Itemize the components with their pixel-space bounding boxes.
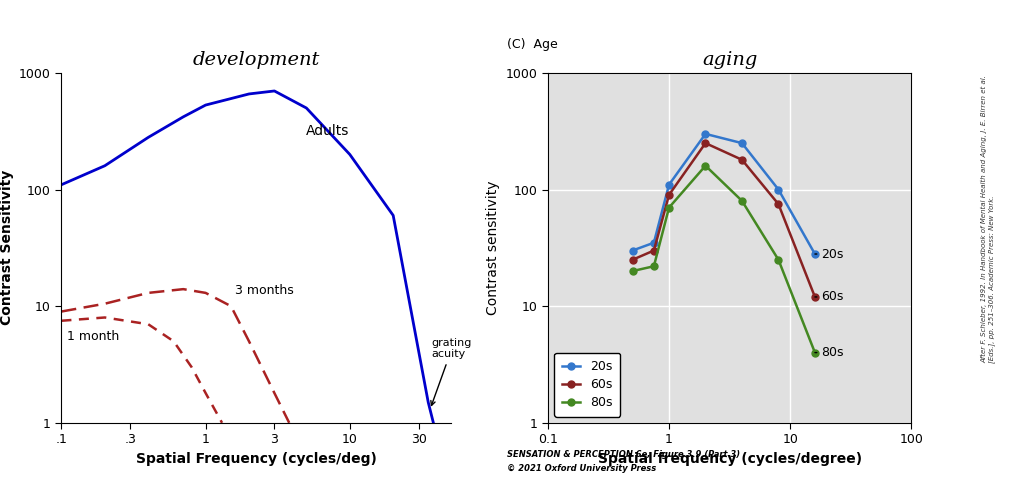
- 80s: [627, 268, 639, 274]
- 20s: [627, 247, 639, 253]
- Text: 80s: 80s: [821, 346, 844, 359]
- 80s: [809, 350, 821, 356]
- Title: development: development: [193, 51, 319, 69]
- 60s: [772, 201, 784, 207]
- 60s: [699, 140, 712, 146]
- 20s: [809, 251, 821, 257]
- Legend: 20s, 60s, 80s: 20s, 60s, 80s: [554, 352, 621, 417]
- Y-axis label: Contrast Sensitivity: Contrast Sensitivity: [0, 170, 13, 326]
- 60s: [663, 192, 675, 198]
- Y-axis label: Contrast sensitivity: Contrast sensitivity: [486, 181, 500, 315]
- Line: 80s: 80s: [629, 162, 818, 356]
- 20s: [699, 131, 712, 137]
- 20s: [648, 240, 660, 245]
- Line: 60s: 60s: [629, 139, 818, 300]
- 20s: [772, 187, 784, 192]
- 80s: [648, 263, 660, 269]
- Text: © 2021 Oxford University Press: © 2021 Oxford University Press: [507, 464, 656, 473]
- X-axis label: Spatial frequency (cycles/degree): Spatial frequency (cycles/degree): [598, 452, 861, 466]
- 60s: [736, 157, 749, 163]
- 20s: [663, 182, 675, 188]
- Text: 3 months: 3 months: [236, 284, 294, 297]
- Text: SENSATION & PERCEPTION 6e, Figure 3.9 (Part 3): SENSATION & PERCEPTION 6e, Figure 3.9 (P…: [507, 450, 740, 459]
- 20s: [736, 140, 749, 146]
- Line: 20s: 20s: [629, 130, 818, 258]
- Text: 60s: 60s: [821, 291, 844, 303]
- X-axis label: Spatial Frequency (cycles/deg): Spatial Frequency (cycles/deg): [135, 452, 377, 466]
- Text: After F. Schieber, 1992. In Handbook of Mental Health and Aging, J. E. Birren et: After F. Schieber, 1992. In Handbook of …: [981, 75, 995, 363]
- 80s: [663, 205, 675, 210]
- 60s: [648, 247, 660, 253]
- Text: 1 month: 1 month: [68, 330, 120, 343]
- Text: (C)  Age: (C) Age: [507, 38, 558, 51]
- Text: Adults: Adults: [306, 123, 350, 138]
- 80s: [736, 198, 749, 204]
- Text: grating
acuity: grating acuity: [431, 338, 472, 405]
- 80s: [772, 257, 784, 262]
- 80s: [699, 163, 712, 169]
- 60s: [809, 294, 821, 300]
- Text: 20s: 20s: [821, 247, 844, 260]
- Title: aging: aging: [701, 51, 758, 69]
- 60s: [627, 257, 639, 262]
